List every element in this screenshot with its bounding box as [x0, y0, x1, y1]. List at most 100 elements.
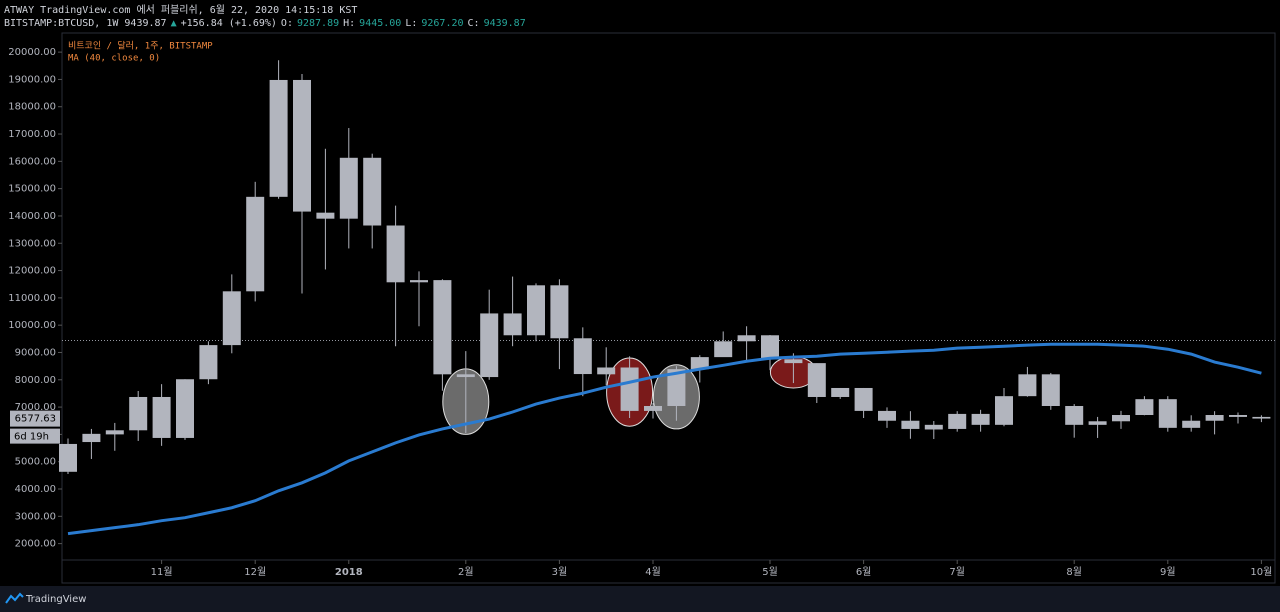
y-tick-label: 9000.00 — [15, 347, 56, 358]
last-price-box — [10, 410, 60, 427]
ma-line — [67, 342, 1262, 536]
candle-body — [410, 280, 428, 283]
candle-body — [737, 335, 756, 342]
x-tick-label: 2018 — [335, 567, 363, 578]
last-price-label: 6577.63 — [15, 414, 56, 425]
quote-part: 9439.87 — [484, 18, 526, 29]
quote-part: L: — [405, 18, 417, 29]
y-tick-label: 12000.00 — [8, 266, 56, 277]
y-tick-label: 10000.00 — [8, 320, 56, 331]
y-tick-label: 17000.00 — [8, 129, 56, 140]
quote-part: 9267.20 — [421, 18, 463, 29]
quote-part: C: — [468, 18, 480, 29]
y-tick-label: 13000.00 — [8, 238, 56, 249]
candle-body — [971, 413, 990, 425]
candle-body — [948, 413, 967, 429]
candle-body — [573, 338, 592, 375]
candle-body — [82, 433, 101, 443]
candle-body — [831, 387, 850, 397]
candle-body — [924, 424, 943, 430]
y-tick-label: 4000.00 — [15, 484, 56, 495]
y-tick-label: 20000.00 — [8, 47, 56, 58]
candle-body — [222, 291, 241, 346]
candle-body — [503, 313, 522, 336]
candle-body — [761, 335, 779, 360]
published-line: ATWAY TradingView.com 에서 퍼블리쉬, 6월 22, 20… — [4, 4, 357, 16]
candle-body — [1112, 415, 1130, 422]
x-tick-label: 2월 — [458, 566, 474, 578]
y-tick-label: 7000.00 — [15, 402, 56, 413]
x-tick-label: 8월 — [1066, 566, 1082, 578]
quote-part: BITSTAMP:BTCUSD, 1W 9439.87 — [4, 18, 167, 29]
quote-part: 9287.89 — [297, 18, 339, 29]
candle-body — [293, 79, 311, 212]
logo — [5, 592, 24, 604]
candle-body — [246, 196, 265, 292]
candle-body — [597, 367, 616, 375]
candle-body — [901, 420, 920, 429]
y-tick-label: 19000.00 — [8, 74, 56, 85]
x-tick-label: 7월 — [949, 566, 965, 578]
candle-body — [199, 345, 218, 380]
candle-body — [152, 396, 171, 438]
candle-body — [550, 285, 569, 339]
plot: 2000.003000.004000.005000.006000.007000.… — [8, 40, 1275, 578]
candle-body — [644, 405, 662, 411]
legend-entry: MA (40, close, 0) — [68, 54, 160, 64]
quote-part: 9445.00 — [359, 18, 401, 29]
candle-body — [1252, 416, 1271, 419]
candle-body — [386, 225, 405, 283]
y-tick-label: 5000.00 — [15, 457, 56, 468]
y-tick-label: 16000.00 — [8, 156, 56, 167]
plot-frame — [61, 32, 1276, 584]
y-tick-label: 18000.00 — [8, 102, 56, 113]
footer-brand: TradingView — [25, 594, 86, 605]
candle-body — [480, 313, 499, 378]
candle-body — [433, 280, 452, 375]
candle-body — [1182, 420, 1201, 428]
x-tick-label: 10월 — [1250, 566, 1272, 578]
y-tick-label: 8000.00 — [15, 375, 56, 386]
candle-body — [620, 367, 639, 411]
candle-body — [690, 357, 709, 370]
candle-body — [59, 443, 77, 472]
x-tick-label: 4월 — [645, 566, 661, 578]
candle-body — [714, 341, 733, 358]
countdown-label: 6d 19h — [14, 432, 49, 443]
quote-line: BITSTAMP:BTCUSD, 1W 9439.87 ▲ +156.84 (+1.… — [4, 18, 526, 29]
quote-part: O: — [281, 18, 293, 29]
candle-body — [878, 410, 896, 421]
candle-body — [105, 430, 124, 435]
candle-body — [1158, 399, 1177, 428]
legend-entry: 비트코인 / 달러, 1주, BITSTAMP — [68, 40, 213, 52]
candle-body — [1135, 399, 1154, 416]
candle-body — [339, 157, 358, 219]
countdown-box — [10, 428, 60, 444]
x-tick-label: 11월 — [151, 566, 173, 578]
candle-body — [129, 396, 148, 431]
x-tick-label: 6월 — [856, 566, 872, 578]
candle-body — [316, 212, 335, 219]
x-tick-label: 9월 — [1160, 566, 1176, 578]
x-tick-label: 3월 — [552, 566, 568, 578]
candle-body — [1041, 374, 1060, 406]
candle-body — [456, 374, 475, 378]
candle-body — [363, 157, 382, 226]
candle-body — [176, 379, 194, 438]
footer-bar — [0, 586, 1280, 612]
candle-body — [269, 79, 288, 197]
candle-body — [667, 369, 686, 406]
quote-part: ▲ — [171, 18, 177, 29]
candle-body — [807, 363, 826, 397]
y-tick-label: 3000.00 — [15, 511, 56, 522]
candle-body — [1065, 405, 1084, 425]
x-tick-label: 5월 — [762, 566, 778, 578]
y-tick-label: 14000.00 — [8, 211, 56, 222]
y-tick-label: 2000.00 — [15, 539, 56, 550]
candle-body — [1205, 415, 1224, 421]
candle-body — [527, 285, 545, 336]
candle-body — [784, 359, 803, 364]
y-tick-label: 15000.00 — [8, 184, 56, 195]
